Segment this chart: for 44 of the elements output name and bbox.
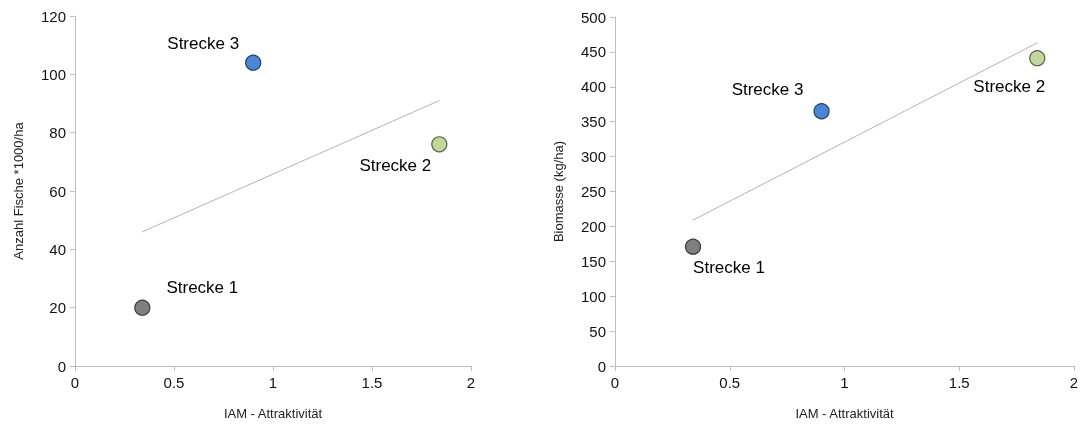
y-tick-label: 120 bbox=[40, 7, 66, 25]
y-tick-label: 150 bbox=[580, 252, 606, 270]
y-tick-label: 300 bbox=[580, 148, 606, 166]
y-tick-label: 200 bbox=[580, 217, 606, 235]
y-tick-label: 0 bbox=[57, 357, 66, 375]
x-tick-label: 0 bbox=[70, 374, 80, 391]
point bbox=[245, 54, 262, 71]
series-label: Strecke 3 bbox=[731, 79, 804, 99]
y-tick-label: 100 bbox=[580, 287, 606, 305]
x-tick-label: 0 bbox=[610, 374, 620, 391]
y-tick-label: 60 bbox=[49, 182, 66, 200]
y-tick-label: 40 bbox=[49, 240, 66, 258]
y-tick-label: 0 bbox=[597, 357, 606, 375]
y-tick-label: 400 bbox=[580, 78, 606, 96]
series-label: Strecke 2 bbox=[359, 155, 432, 175]
x-tick-label: 2 bbox=[466, 374, 476, 391]
point bbox=[431, 136, 448, 153]
point bbox=[813, 103, 830, 120]
x-tick-label: 1 bbox=[840, 374, 849, 391]
x-tick-label: 2 bbox=[1069, 374, 1079, 391]
y-axis-title: Anzahl Fische *1000/ha bbox=[11, 121, 26, 260]
y-axis-title: Biomasse (kg/ha) bbox=[551, 140, 566, 243]
y-tick-label: 500 bbox=[580, 8, 606, 26]
point bbox=[134, 299, 151, 316]
y-tick-label: 80 bbox=[49, 124, 66, 142]
series-label: Strecke 3 bbox=[167, 34, 240, 54]
x-tick-label: 0.5 bbox=[163, 374, 185, 391]
point bbox=[684, 238, 702, 255]
x-axis-title: IAM - Attraktivität bbox=[223, 406, 323, 421]
x-tick-label: 1.5 bbox=[948, 374, 970, 391]
series-label: Strecke 1 bbox=[693, 258, 765, 278]
series-label: Strecke 1 bbox=[166, 278, 239, 298]
y-tick-label: 350 bbox=[580, 113, 606, 131]
x-tick-label: 1 bbox=[268, 374, 278, 391]
point bbox=[1029, 50, 1046, 67]
y-tick-label: 100 bbox=[40, 65, 66, 83]
series-label: Strecke 2 bbox=[973, 76, 1046, 96]
x-tick-label: 0.5 bbox=[719, 374, 741, 391]
x-axis-title: IAM - Attraktivität bbox=[795, 406, 895, 421]
y-tick-label: 450 bbox=[580, 43, 606, 61]
x-tick-label: 1.5 bbox=[361, 374, 383, 391]
y-tick-label: 20 bbox=[49, 299, 66, 317]
y-tick-label: 250 bbox=[580, 183, 606, 200]
y-tick-label: 50 bbox=[589, 322, 606, 340]
